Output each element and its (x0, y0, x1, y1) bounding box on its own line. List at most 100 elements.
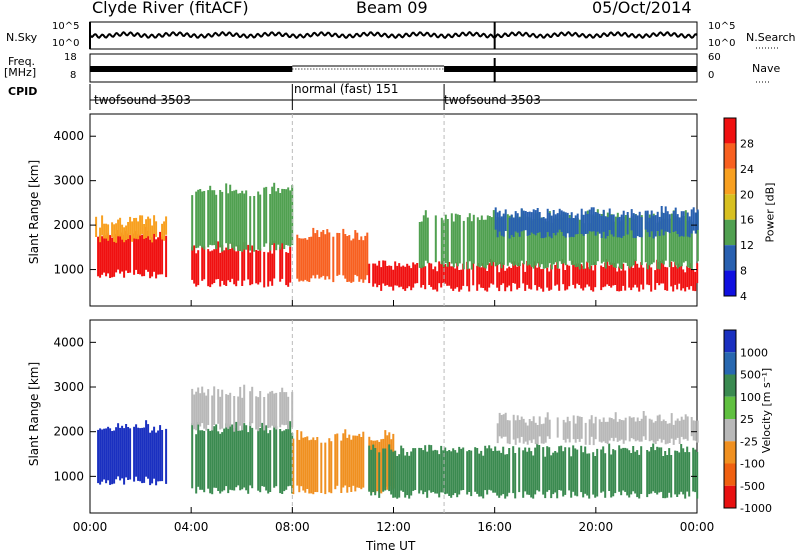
power-band-6-cell (600, 214, 603, 264)
power-band-7-cell (524, 211, 527, 231)
power-band-7-cell (584, 211, 587, 234)
power-band-5-cell (478, 263, 481, 285)
power-band-5-cell (468, 268, 471, 292)
velocity-band-4-cell (662, 456, 665, 499)
power-band-7-cell (690, 209, 693, 234)
time-axis: 00:00 04:00 08:00 12:00 16:00 20:00 00:00 (73, 300, 714, 534)
power-band-1-cell (117, 219, 120, 237)
power-band-5-cell (496, 262, 499, 288)
velocity-band-0-cell (125, 424, 128, 478)
velocity-band-2-cell (213, 386, 216, 425)
power-band-4-cell (320, 231, 323, 278)
velocity-band-4-cell (620, 448, 623, 496)
power-band-5-cell (590, 265, 593, 291)
power-band-5-cell (582, 265, 585, 291)
power-band-6-cell (680, 215, 683, 267)
power-band-6-cell (534, 213, 537, 266)
power-band-7-cell (544, 218, 547, 238)
velocity-band-2-cell (287, 396, 290, 430)
power-band-5-cell (398, 263, 401, 288)
power-band-7-cell (666, 211, 669, 232)
velocity-band-3-cell (320, 442, 323, 493)
freq-band-1 (90, 66, 293, 72)
velocity-band-4-cell (694, 449, 697, 493)
velocity-band-4-cell (370, 449, 373, 496)
power-band-5-cell (446, 266, 449, 286)
power-band-5-cell (694, 271, 697, 292)
velocity-band-2-cell (237, 396, 240, 431)
power-band-5-cell (382, 260, 385, 284)
velocity-band-0-cell (113, 430, 116, 484)
power-colorbar-swatch-4 (724, 219, 736, 246)
power-band-4-cell (356, 232, 359, 277)
velocity-band-1-cell (221, 432, 224, 492)
power-band-4-cell (324, 234, 327, 280)
power-band-5-cell (402, 265, 405, 290)
power-band-6-cell (532, 219, 535, 269)
freq-band-2 (444, 66, 697, 72)
power-band-6-cell (482, 219, 485, 268)
xtick-label-2: 08:00 (275, 520, 310, 534)
power-band-1-cell (163, 221, 166, 241)
velocity-band-2-cell (195, 391, 198, 431)
power-band-5-cell (586, 261, 589, 285)
velocity-band-4-cell (374, 448, 377, 496)
velocity-colorbar-tick-6: -500 (740, 480, 765, 493)
power-band-0-cell (155, 239, 158, 279)
power-band-6-cell (668, 218, 671, 268)
power-band-7-cell (556, 213, 559, 233)
velocity-band-1-cell (279, 429, 282, 494)
power-band-6-cell (494, 219, 497, 267)
velocity-colorbar-swatch-1 (724, 352, 736, 375)
power-band-2-cell (209, 251, 212, 288)
velocity-band-0-cell (101, 429, 104, 482)
power-band-5-cell (388, 265, 391, 287)
power-band-7-cell (546, 208, 549, 233)
power-band-7-cell (574, 215, 577, 235)
power-band-2-cell (243, 242, 246, 281)
power-band-5-cell (404, 266, 407, 291)
velocity-band-1-cell (281, 431, 284, 494)
power-band-7-cell (500, 216, 503, 236)
velocity-band-2-cell (227, 394, 230, 429)
velocity-band-4-cell (402, 448, 405, 492)
power-band-7-cell (536, 208, 539, 233)
velocity-band-5-cell (568, 421, 571, 443)
power-band-5-cell (444, 264, 447, 284)
power-band-5-cell (490, 258, 493, 284)
power-band-6-cell (538, 219, 541, 268)
power-band-5-cell (460, 269, 463, 290)
power-band-5-cell (600, 265, 603, 291)
velocity-band-3-cell (340, 440, 343, 493)
power-band-1-cell (123, 227, 126, 243)
velocity-band-4-cell (412, 448, 415, 491)
velocity-band-4-cell (392, 451, 395, 498)
velocity-band-3-cell (302, 437, 305, 491)
velocity-band-5-cell (580, 417, 583, 439)
power-band-5-cell (546, 267, 549, 288)
velocity-band-4-cell (592, 452, 595, 495)
power-band-7-cell (548, 213, 551, 237)
power-band-4-cell (310, 236, 313, 279)
power-band-3-cell (215, 194, 218, 250)
velocity-band-4-cell (538, 445, 541, 492)
power-band-6-cell (476, 217, 479, 267)
power-band-2-cell (195, 253, 198, 287)
power-band-6-cell (514, 215, 517, 265)
velocity-band-3-cell (330, 441, 333, 494)
power-band-6-cell (556, 218, 559, 269)
power-band-6-cell (650, 216, 653, 265)
power-band-5-cell (502, 262, 505, 284)
power-band-5-cell (508, 266, 511, 286)
power-band-5-cell (672, 267, 675, 292)
power-band-7-cell (542, 217, 545, 239)
velocity-band-4-cell (626, 448, 629, 496)
velocity-band-4-cell (554, 451, 557, 493)
velocity-band-4-cell (414, 448, 417, 490)
power-band-4-cell (344, 234, 347, 279)
velocity-band-5-cell (598, 419, 601, 442)
velocity-band-2-cell (255, 396, 258, 430)
velocity-band-5-cell (530, 421, 533, 443)
velocity-band-4-cell (410, 451, 413, 496)
velocity-band-1-cell (217, 431, 220, 491)
